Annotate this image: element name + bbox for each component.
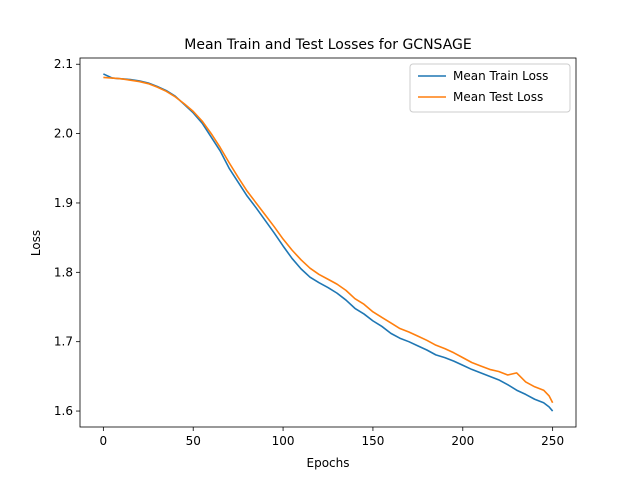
y-tick-label: 1.8	[54, 265, 73, 279]
series-line-test	[103, 76, 554, 404]
x-axis-label: Epochs	[307, 456, 350, 470]
series-layer	[103, 73, 554, 412]
legend-label-train: Mean Train Loss	[453, 69, 548, 83]
x-tick-label: 150	[361, 434, 384, 448]
x-tick-label: 0	[100, 434, 108, 448]
x-tick-label: 50	[186, 434, 201, 448]
y-axis: 1.6 1.7 1.8 1.9 2.0 2.1	[54, 57, 80, 418]
x-tick-label: 100	[272, 434, 295, 448]
x-axis: 0 50 100 150 200 250	[100, 427, 564, 448]
y-tick-label: 1.6	[54, 404, 73, 418]
legend-label-test: Mean Test Loss	[453, 90, 543, 104]
legend-box	[409, 63, 571, 113]
chart-title: Mean Train and Test Losses for GCNSAGE	[184, 37, 471, 53]
y-axis-label: Loss	[29, 230, 43, 256]
y-tick-label: 2.1	[54, 57, 73, 71]
x-tick-label: 200	[451, 434, 474, 448]
axes-frame	[79, 57, 577, 428]
y-tick-label: 1.9	[54, 196, 73, 210]
y-tick-label: 1.7	[54, 335, 73, 349]
legend: Mean Train Loss Mean Test Loss	[409, 63, 571, 113]
x-tick-label: 250	[541, 434, 564, 448]
y-tick-label: 2.0	[54, 127, 73, 141]
